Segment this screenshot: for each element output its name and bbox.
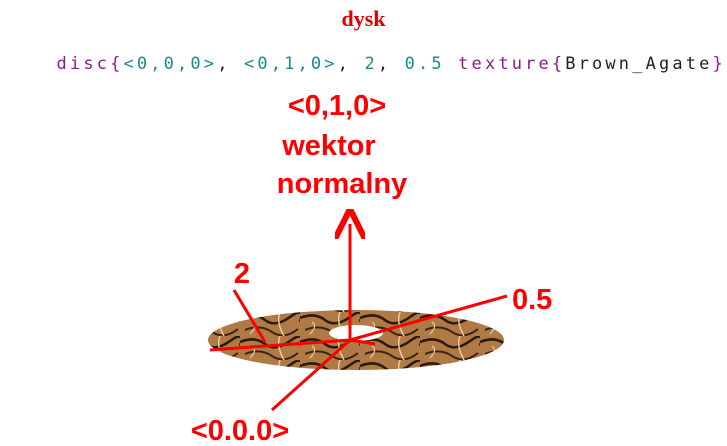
diagram: dysk disc{<0,0,0>, <0,1,0>, 2, 0.5 textu… — [0, 0, 727, 446]
center-label: <0.0.0> — [191, 415, 289, 446]
normal-label: <0,1,0> — [288, 90, 386, 122]
normal-label: wektor — [281, 130, 375, 162]
illustration: <0,1,0> wektor normalny 2 0.5 <0.0.0> — [0, 0, 727, 446]
normal-label: normalny — [277, 168, 408, 200]
radius-label: 2 — [234, 258, 250, 290]
hole-label: 0.5 — [512, 284, 552, 316]
